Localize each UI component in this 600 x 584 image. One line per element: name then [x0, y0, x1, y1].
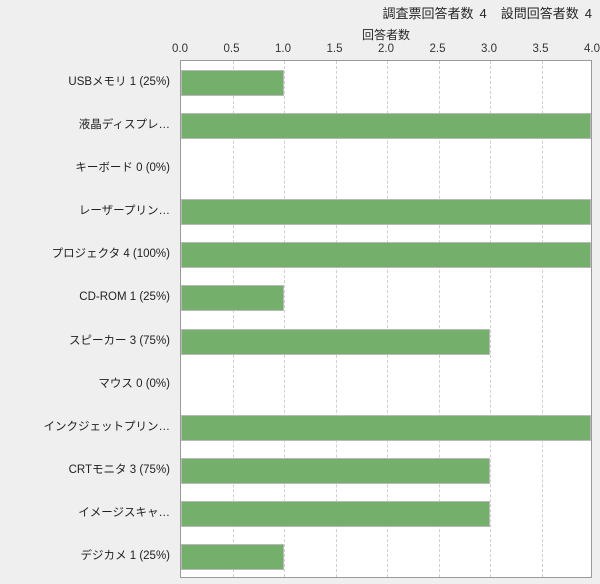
bar-row[interactable] [181, 363, 591, 406]
y-category-label: デジカメ 1 (25%) [80, 550, 170, 563]
bar[interactable] [181, 69, 284, 96]
y-category-label: インクジェットプリン… [43, 420, 171, 433]
bar[interactable] [181, 414, 591, 441]
bar-row[interactable] [181, 191, 591, 234]
bar[interactable] [181, 242, 591, 269]
bar-row[interactable] [181, 320, 591, 363]
bar-row[interactable] [181, 147, 591, 190]
gridline [541, 61, 543, 577]
x-axis-title: 回答者数 [361, 28, 410, 42]
x-tick-label: 1.5 [326, 43, 343, 55]
y-category-label: マウス 0 (0%) [98, 377, 170, 390]
y-category-label: キーボード 0 (0%) [75, 161, 170, 174]
bar-row[interactable] [181, 450, 591, 493]
x-tick-label: 3.5 [532, 43, 549, 55]
question-respondents-label: 設問回答者数 [500, 5, 579, 21]
y-axis-category-labels: USBメモリ 1 (25%) 液晶ディスプレ… キーボード 0 (0%) レーザープリ… [0, 60, 175, 578]
y-category-label: プロジェクタ 4 (100%) [51, 248, 170, 261]
y-category-label: CD-ROM 1 (25%) [79, 291, 170, 304]
bar[interactable] [181, 544, 284, 571]
survey-respondents-stat: 調査票回答者数 4 [383, 3, 487, 22]
gridline [490, 61, 491, 577]
survey-respondents-value: 4 [479, 5, 487, 21]
x-axis-tick-labels: 0.0 0.5 1.0 1.5 2.0 2.5 3.0 3.5 4.0 [172, 43, 600, 57]
question-respondents-value: 4 [584, 5, 592, 21]
x-tick-label: 3.0 [481, 43, 497, 55]
gridline [284, 61, 285, 577]
bar-rows [181, 61, 591, 577]
bar[interactable] [181, 501, 490, 528]
y-category-label: USBメモリ 1 (25%) [68, 75, 170, 88]
y-category-label: 液晶ディスプレ… [78, 118, 170, 131]
x-tick-label: 0.5 [223, 43, 240, 55]
bar-row[interactable] [181, 406, 591, 449]
bar-row[interactable] [181, 234, 591, 277]
y-category-label: スピーカー 3 (75%) [69, 334, 170, 347]
gridline [232, 61, 234, 577]
x-tick-label: 4.0 [584, 43, 600, 55]
x-tick-label: 0.0 [172, 43, 188, 55]
bar[interactable] [181, 328, 490, 355]
bar[interactable] [181, 199, 591, 226]
bar[interactable] [181, 285, 284, 312]
y-category-label: イメージスキャ… [78, 507, 170, 520]
bar[interactable] [181, 112, 591, 139]
y-category-label: レーザープリン… [78, 205, 170, 218]
bar-row[interactable] [181, 493, 591, 536]
bar-row[interactable] [181, 61, 591, 104]
y-category-label: CRTモニタ 3 (75%) [68, 464, 170, 477]
gridline [387, 61, 388, 577]
gridline [335, 61, 337, 577]
plot-area [180, 60, 592, 578]
question-respondents-stat: 設問回答者数 4 [501, 3, 592, 22]
x-tick-label: 1.0 [275, 43, 291, 55]
header-stats: 調査票回答者数 4 設問回答者数 4 [0, 0, 600, 24]
bar[interactable] [181, 458, 490, 485]
bar-row[interactable] [181, 104, 591, 147]
x-tick-label: 2.5 [429, 43, 446, 55]
survey-respondents-label: 調査票回答者数 [382, 5, 474, 21]
x-tick-label: 2.0 [378, 43, 394, 55]
bar-row[interactable] [181, 536, 591, 579]
gridline [438, 61, 440, 577]
bar-row[interactable] [181, 277, 591, 320]
